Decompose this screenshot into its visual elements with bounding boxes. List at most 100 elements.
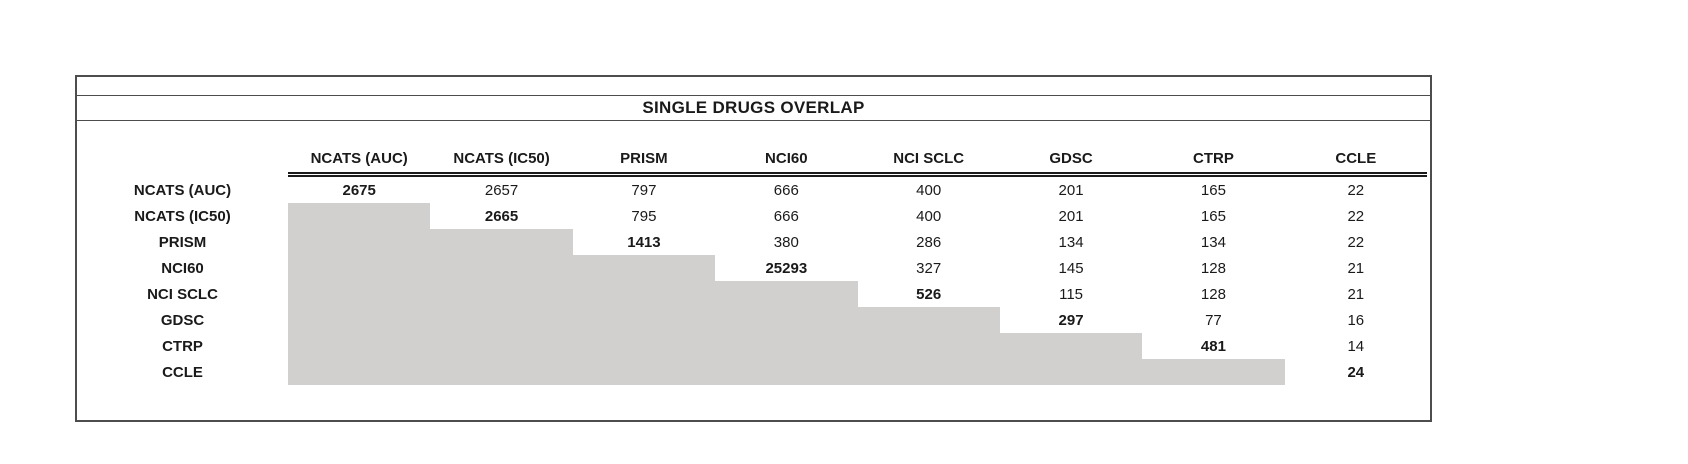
value-cell: 481	[1200, 337, 1226, 355]
value-cell: 526	[916, 285, 942, 303]
shaded-cell	[715, 333, 858, 359]
table-row-nci-sclc: NCI SCLC 526 115 128 21	[77, 281, 1430, 307]
value-cell: 380	[773, 233, 799, 251]
table-title: SINGLE DRUGS OVERLAP	[77, 96, 1430, 121]
shaded-cell	[572, 307, 716, 333]
value-cell: 25293	[765, 259, 808, 277]
shaded-cell	[857, 333, 1000, 359]
value-cell: 145	[1058, 259, 1084, 277]
value-cell: 134	[1200, 233, 1226, 251]
shaded-cell	[857, 359, 1000, 385]
row-cells: 297 77 16	[288, 307, 1427, 333]
value-cell: 2665	[484, 207, 519, 225]
value-cell: 201	[1058, 181, 1084, 199]
shaded-cell	[288, 359, 431, 385]
row-cells: 24	[288, 359, 1427, 385]
value-cell: 286	[916, 233, 942, 251]
value-cell: 1413	[627, 233, 661, 251]
value-cell: 795	[631, 207, 657, 225]
shaded-cell	[572, 333, 716, 359]
shaded-cell	[288, 307, 431, 333]
column-header-nci60: NCI60	[765, 150, 808, 167]
shaded-cell	[430, 255, 573, 281]
value-cell: 24	[1347, 363, 1365, 381]
value-cell: 797	[631, 181, 657, 199]
row-label-gdsc: GDSC	[160, 311, 205, 329]
value-cell: 77	[1205, 311, 1222, 329]
table-body: NCATS (AUC) 2675 2657 797 666 400 201 165 22 NCAT…	[77, 177, 1430, 385]
value-cell: 115	[1059, 285, 1084, 303]
table-row-nci60: NCI60 25293 327 145 128 21	[77, 255, 1430, 281]
value-cell: 22	[1347, 207, 1365, 225]
row-cells: 2675 2657 797 666 400 201 165 22	[288, 177, 1427, 203]
shaded-cell	[430, 307, 573, 333]
shaded-cell	[572, 359, 716, 385]
table-row-ncats-auc: NCATS (AUC) 2675 2657 797 666 400 201 165 22	[77, 177, 1430, 203]
row-cells: 25293 327 145 128 21	[288, 255, 1427, 281]
value-cell: 165	[1200, 181, 1226, 199]
value-cell: 297	[1058, 311, 1084, 329]
value-cell: 201	[1058, 207, 1084, 225]
value-cell: 21	[1347, 259, 1365, 277]
header-cells: NCATS (AUC) NCATS (IC50) PRISM NCI60 NCI SCL…	[288, 150, 1427, 177]
shaded-cell	[288, 203, 431, 229]
column-header-ncats-ic50: NCATS (IC50)	[453, 150, 550, 167]
shaded-cell	[430, 333, 573, 359]
table-header-row: NCATS (AUC) NCATS (IC50) PRISM NCI60 NCI SCL…	[77, 121, 1430, 177]
shaded-cell	[715, 307, 858, 333]
value-cell: 14	[1347, 337, 1365, 355]
shaded-cell	[288, 229, 431, 255]
shaded-cell	[715, 281, 858, 307]
column-header-nci-sclc: NCI SCLC	[893, 150, 965, 167]
shaded-cell	[572, 255, 716, 281]
value-cell: 134	[1058, 233, 1084, 251]
column-header-prism: PRISM	[620, 150, 668, 167]
table-row-prism: PRISM 1413 380 286 134 134 22	[77, 229, 1430, 255]
table-top-band	[77, 77, 1430, 96]
value-cell: 400	[916, 207, 942, 225]
shaded-cell	[1142, 359, 1285, 385]
shaded-cell	[999, 359, 1143, 385]
table-row-gdsc: GDSC 297 77 16	[77, 307, 1430, 333]
value-cell: 2657	[484, 181, 519, 199]
table-row-ncats-ic50: NCATS (IC50) 2665 795 666 400 201 165 22	[77, 203, 1430, 229]
row-cells: 526 115 128 21	[288, 281, 1427, 307]
column-header-ctrp: CTRP	[1193, 150, 1234, 167]
value-cell: 165	[1200, 207, 1226, 225]
shaded-cell	[999, 333, 1143, 359]
shaded-cell	[430, 281, 573, 307]
table-row-ccle: CCLE 24	[77, 359, 1430, 385]
value-cell: 21	[1347, 285, 1365, 303]
row-label-ncats-auc: NCATS (AUC)	[133, 181, 232, 199]
row-cells: 2665 795 666 400 201 165 22	[288, 203, 1427, 229]
shaded-cell	[288, 281, 431, 307]
column-header-ccle: CCLE	[1335, 150, 1377, 167]
row-label-ctrp: CTRP	[162, 337, 203, 355]
row-cells: 481 14	[288, 333, 1427, 359]
value-cell: 128	[1200, 285, 1226, 303]
shaded-cell	[288, 255, 431, 281]
row-label-nci-sclc: NCI SCLC	[147, 285, 218, 303]
table-row-ctrp: CTRP 481 14	[77, 333, 1430, 359]
value-cell: 666	[773, 207, 799, 225]
value-cell: 128	[1200, 259, 1226, 277]
shaded-cell	[572, 281, 716, 307]
value-cell: 16	[1347, 311, 1365, 329]
overlap-table-frame: SINGLE DRUGS OVERLAP NCATS (AUC) NCATS (I…	[75, 75, 1432, 422]
value-cell: 327	[916, 259, 942, 277]
shaded-cell	[430, 229, 573, 255]
value-cell: 2675	[342, 181, 376, 199]
column-header-ncats-auc: NCATS (AUC)	[310, 150, 408, 167]
value-cell: 22	[1347, 233, 1365, 251]
row-label-ccle: CCLE	[162, 363, 203, 381]
row-label-nci60: NCI60	[161, 259, 204, 277]
value-cell: 666	[773, 181, 799, 199]
row-cells: 1413 380 286 134 134 22	[288, 229, 1427, 255]
shaded-cell	[288, 333, 431, 359]
column-header-gdsc: GDSC	[1049, 150, 1093, 167]
shaded-cell	[715, 359, 858, 385]
row-label-ncats-ic50: NCATS (IC50)	[134, 207, 231, 225]
row-label-prism: PRISM	[158, 233, 207, 251]
shaded-cell	[857, 307, 1000, 333]
